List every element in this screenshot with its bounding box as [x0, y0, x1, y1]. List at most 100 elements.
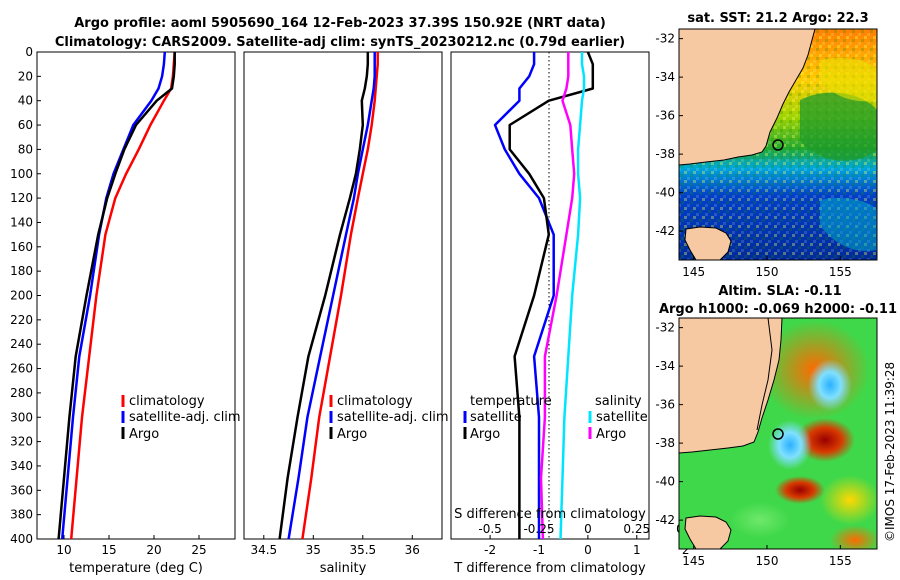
- series-line-salinity-satellite: [559, 52, 586, 539]
- x-tick-label: 2: [682, 543, 690, 557]
- tasmania: [684, 226, 732, 260]
- depth-tick-label: 100: [10, 167, 33, 181]
- sla-green-anomaly: [730, 502, 790, 538]
- depth-tick-label: 300: [10, 410, 33, 424]
- lon-tick-label: 150: [756, 265, 779, 279]
- lon-tick-label: 145: [682, 265, 705, 279]
- x-tick-label: 0: [584, 543, 592, 557]
- lat-tick-label: -42: [655, 513, 675, 527]
- sla-yellow-anomaly: [820, 475, 877, 525]
- sla-cyclonic-eddy: [808, 359, 852, 411]
- s-difference-label: S difference from climatology: [454, 507, 646, 522]
- s-tick-label: -0.5: [478, 522, 501, 536]
- bathymetry-contour: [756, 318, 773, 431]
- sst-map-ticks: 145 150 155 -32 -34 -36 -38 -40 -42: [655, 32, 851, 279]
- series-line-salinity-argo: [539, 52, 576, 539]
- depth-tick-label: 200: [10, 289, 33, 303]
- difference-legend: temperature satellite Argo salinity sate…: [463, 394, 648, 442]
- salinity-lines: [278, 52, 379, 539]
- lat-tick-label: -36: [655, 109, 675, 123]
- depth-tick-label: 80: [18, 142, 33, 156]
- x-tick-label: 35.5: [349, 543, 376, 557]
- depth-tick-label: 60: [18, 118, 33, 132]
- lat-tick-label: -38: [655, 147, 675, 161]
- sst-cool-eddy: [800, 92, 877, 161]
- sla-map-ticks: 145 150 155 -32 -34 -36 -38 -40 -42: [655, 321, 851, 568]
- legend-temperature-title: temperature: [470, 394, 552, 409]
- figure-title-line1: Argo profile: aoml 5905690_164 12-Feb-20…: [74, 16, 606, 31]
- depth-tick-label: 180: [10, 264, 33, 278]
- legend-argo-label: Argo: [129, 427, 159, 442]
- legend-t-argo-label: Argo: [470, 427, 500, 442]
- lat-tick-label: -34: [655, 70, 675, 84]
- s-tick-label: -0.25: [523, 522, 554, 536]
- difference-xlabel: T difference from climatology: [453, 561, 646, 576]
- legend-t-satellite-label: satellite: [470, 410, 522, 425]
- legend-s-argo-label: Argo: [596, 427, 626, 442]
- lat-tick-label: -40: [655, 475, 675, 489]
- x-tick-label: 1: [633, 543, 641, 557]
- lon-tick-label: 155: [829, 554, 852, 568]
- x-tick-label: 10: [56, 543, 71, 557]
- temperature-xlabel: temperature (deg C): [69, 561, 203, 576]
- temperature-lines: [57, 52, 176, 539]
- australia-mainland: [679, 29, 816, 166]
- depth-axis: 0 20 40 60 80 100 120 140 160 180 200 220 240 260 280 3…: [10, 45, 41, 546]
- lat-tick-label: -32: [655, 321, 675, 335]
- s-tick-label: 0.25: [623, 522, 650, 536]
- argo-position-marker: [772, 139, 784, 151]
- sst-map: [679, 29, 877, 260]
- x-tick-label: 20: [146, 543, 161, 557]
- sla-small-warm-eddy: [775, 476, 825, 504]
- argo-position-marker: [772, 428, 784, 440]
- depth-tick-label: 40: [18, 94, 33, 108]
- legend-s-satellite-label: satellite: [596, 410, 648, 425]
- sla-map-subtitle: Argo h1000: -0.069 h2000: -0.11: [659, 302, 897, 317]
- legend-climatology-label: climatology: [337, 394, 413, 409]
- series-line-satellite-adj-clim: [287, 52, 376, 539]
- x-tick-label: -1: [533, 543, 545, 557]
- legend-satellite-label: satellite-adj. clim: [129, 410, 241, 425]
- series-line-climatology: [301, 52, 379, 539]
- depth-tick-label: 360: [10, 483, 33, 497]
- figure-title-line2: Climatology: CARS2009. Satellite-adj cli…: [55, 35, 625, 50]
- x-tick-label: 36: [405, 543, 420, 557]
- depth-tick-label: 0: [25, 45, 33, 59]
- series-line-satellite-adj-clim: [60, 52, 167, 539]
- difference-axes: [450, 51, 650, 540]
- depth-tick-label: 380: [10, 508, 33, 522]
- depth-tick-label: 120: [10, 191, 33, 205]
- difference-lines: [493, 52, 595, 539]
- salinity-xlabel: salinity: [320, 561, 367, 576]
- series-line-argo: [278, 52, 370, 539]
- sla-map: [679, 318, 877, 549]
- depth-tick-label: 260: [10, 362, 33, 376]
- legend-argo-label: Argo: [337, 427, 367, 442]
- series-line-temperature-satellite: [493, 52, 555, 539]
- salinity-x-axis: 34.5 35 35.5 36: [250, 535, 420, 557]
- depth-tick-label: 240: [10, 337, 33, 351]
- temperature-legend: climatology satellite-adj. clim Argo: [121, 394, 241, 442]
- temperature-x-axis: 10 15 20 25: [56, 535, 207, 557]
- legend-salinity-title: salinity: [595, 394, 642, 409]
- s-tick-label: 0: [584, 522, 592, 536]
- sst-map-frame: [678, 28, 878, 261]
- depth-tick-label: 400: [10, 532, 33, 546]
- lat-tick-label: -40: [655, 186, 675, 200]
- lat-tick-label: -32: [655, 32, 675, 46]
- salinity-legend: climatology satellite-adj. clim Argo: [329, 394, 449, 442]
- lon-tick-label: 150: [756, 554, 779, 568]
- legend-climatology-label: climatology: [129, 394, 205, 409]
- lon-tick-label: 155: [829, 265, 852, 279]
- sla-map-title: Altim. SLA: -0.11: [718, 284, 841, 299]
- x-tick-label: -2: [484, 543, 496, 557]
- depth-tick-label: 160: [10, 240, 33, 254]
- lat-tick-label: -38: [655, 436, 675, 450]
- x-tick-label: 35: [306, 543, 321, 557]
- legend-satellite-label: satellite-adj. clim: [337, 410, 449, 425]
- series-line-argo: [57, 52, 176, 539]
- x-tick-label: 15: [101, 543, 116, 557]
- lat-tick-label: -42: [655, 224, 675, 238]
- sla-south-anomaly: [830, 525, 877, 549]
- depth-tick-label: 220: [10, 313, 33, 327]
